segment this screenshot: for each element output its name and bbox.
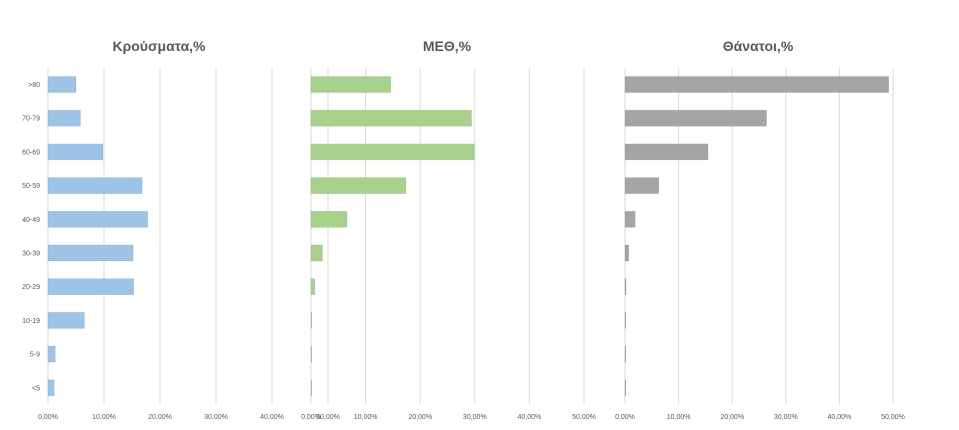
x-tick-label: 30,00% xyxy=(204,414,228,421)
x-tick-label: 50,00% xyxy=(881,414,905,421)
panel-title-icu: ΜΕΘ,% xyxy=(423,38,472,54)
bar xyxy=(624,379,627,397)
x-tick-label: 30,00% xyxy=(774,414,798,421)
bar xyxy=(624,211,636,228)
bar xyxy=(310,379,313,397)
bar xyxy=(624,143,709,161)
bar xyxy=(310,177,407,194)
bar xyxy=(310,109,472,127)
x-tick-label: 40,00% xyxy=(828,414,852,421)
x-tick-label: 10,00% xyxy=(354,414,378,421)
bar xyxy=(310,143,475,161)
panel-title-deaths: Θάνατοι,% xyxy=(723,38,794,54)
x-tick-label: 0,00% xyxy=(301,414,321,421)
bar xyxy=(310,244,323,262)
x-tick-label: 10,00% xyxy=(92,414,116,421)
category-label: 10-19 xyxy=(22,318,40,325)
bar xyxy=(47,312,85,329)
x-tick-label: 0,00% xyxy=(38,414,58,421)
category-label: 20-29 xyxy=(22,284,40,291)
bar xyxy=(47,211,148,228)
x-tick-label: 10,00% xyxy=(667,414,691,421)
category-label: 30-39 xyxy=(22,251,40,258)
bar xyxy=(47,278,134,296)
bar xyxy=(47,177,143,194)
x-tick-label: 20,00% xyxy=(148,414,172,421)
bar xyxy=(624,244,630,262)
x-tick-label: 30,00% xyxy=(463,414,487,421)
x-tick-label: 20,00% xyxy=(720,414,744,421)
bar xyxy=(310,278,316,296)
category-label: 50-59 xyxy=(22,183,40,190)
x-tick-label: 40,00% xyxy=(518,414,542,421)
plot-layer: >80 70-79 60-69 50-59 40-49 30-39 20-29 10-19 5-… xyxy=(22,68,905,421)
bar xyxy=(310,211,348,228)
bar xyxy=(47,379,55,397)
bar xyxy=(47,76,77,93)
category-label: <5 xyxy=(32,385,40,392)
x-tick-label: 20,00% xyxy=(408,414,432,421)
bar xyxy=(47,244,134,262)
bar xyxy=(310,312,313,329)
bar xyxy=(624,278,627,296)
category-label: 5-9 xyxy=(30,352,40,359)
panel-title-cases: Κρούσματα,% xyxy=(112,38,206,54)
category-label: 60-69 xyxy=(22,149,40,156)
x-tick-label: 50,00% xyxy=(572,414,596,421)
bar xyxy=(310,345,313,363)
x-tick-label: 0,00% xyxy=(615,414,635,421)
bar xyxy=(624,109,767,127)
bar xyxy=(47,345,56,363)
bar xyxy=(624,312,627,329)
bar xyxy=(47,143,104,161)
category-label: 70-79 xyxy=(22,116,40,123)
bar xyxy=(624,345,627,363)
bar xyxy=(624,177,660,194)
category-label: 40-49 xyxy=(22,217,40,224)
bar xyxy=(310,76,392,93)
x-tick-label: 40,00% xyxy=(260,414,284,421)
category-label: >80 xyxy=(28,82,40,89)
x-tick-label: 50,00% xyxy=(316,414,340,421)
bar xyxy=(47,109,81,127)
bar xyxy=(624,76,890,93)
